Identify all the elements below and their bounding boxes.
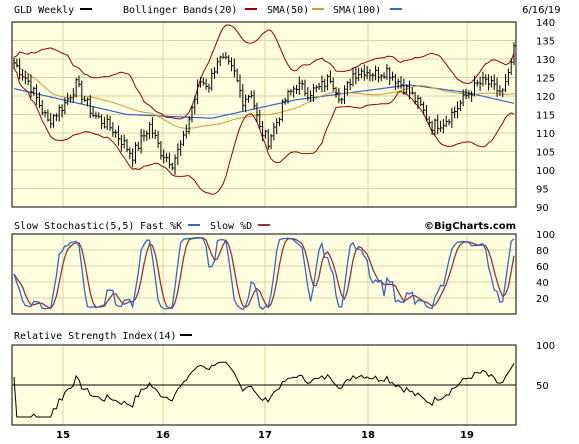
stochastic-gridlines: [12, 234, 516, 314]
y-tick-label: 125: [536, 74, 555, 85]
stochastic-panel: 20 40 60 80 100 Slow Stochastic(5,5) Fast %K…: [11, 221, 555, 315]
slow-d-legend-swatch: [258, 224, 270, 226]
rsi-line: [13, 361, 515, 418]
chart-date: 6/16/19: [522, 5, 561, 16]
x-tick-label: 15: [56, 430, 70, 441]
sma50-legend-swatch: [312, 8, 324, 10]
y-tick-label: 105: [536, 148, 555, 159]
rsi-y-axis: 50 100: [536, 341, 555, 392]
rsi-series: [12, 361, 516, 418]
fast-k-series: [13, 236, 515, 311]
fast-k-legend-label: Fast %K: [140, 221, 182, 232]
y-tick-label: 80: [536, 246, 549, 257]
y-tick-label: 95: [536, 185, 549, 196]
x-axis-labels: 15 16 17 18 19: [56, 430, 474, 441]
slow-d-legend-label: Slow %D: [210, 221, 252, 232]
price-y-axis: 90 95 100 105 110 115 120 125 130 135 140: [536, 18, 555, 214]
bollinger-band-series: [13, 24, 515, 195]
y-tick-label: 100: [536, 341, 555, 352]
y-tick-label: 100: [536, 166, 555, 177]
bollinger-legend-swatch: [245, 8, 257, 10]
sma100-legend-label: SMA(100): [333, 5, 381, 16]
bollinger-lower-line: [13, 68, 515, 195]
price-panel: 90 95 100 105 110 115 120 125 130 135 140 GLD Week…: [11, 5, 561, 214]
y-tick-label: 40: [536, 278, 549, 289]
y-tick-label: 20: [536, 294, 549, 305]
y-tick-label: 115: [536, 111, 555, 122]
rsi-frame: [11, 344, 517, 426]
y-tick-label: 100: [536, 230, 555, 241]
price-frame: [11, 21, 517, 208]
y-tick-label: 60: [536, 262, 549, 273]
stochastic-frame: [11, 233, 517, 315]
price-bars-series: [13, 42, 516, 175]
y-tick-label: 140: [536, 18, 555, 29]
sma50-series: [13, 62, 515, 129]
y-tick-label: 120: [536, 92, 555, 103]
y-tick-label: 50: [536, 381, 549, 392]
sma50-line: [13, 62, 515, 129]
y-tick-label: 90: [536, 203, 549, 214]
sma100-legend-swatch: [390, 8, 402, 10]
y-tick-label: 135: [536, 37, 555, 48]
y-tick-label: 130: [536, 55, 555, 66]
stochastic-title: Slow Stochastic(5,5): [14, 221, 134, 232]
ticker-label: GLD Weekly: [14, 5, 74, 16]
bigcharts-watermark: ©BigCharts.com: [424, 221, 516, 232]
y-tick-label: 110: [536, 129, 555, 140]
fast-k-line: [13, 236, 515, 311]
stochastic-y-axis: 20 40 60 80 100: [536, 230, 555, 305]
rsi-legend-swatch: [180, 334, 192, 336]
rsi-panel: 50 100 Relative Strength Index(14): [11, 331, 555, 426]
bollinger-legend-label: Bollinger Bands(20): [123, 5, 237, 16]
ticker-legend-swatch: [80, 8, 92, 10]
rsi-title: Relative Strength Index(14): [14, 331, 177, 342]
x-tick-label: 16: [156, 430, 170, 441]
sma50-legend-label: SMA(50): [267, 5, 309, 16]
x-tick-label: 17: [258, 430, 272, 441]
bollinger-upper-line: [13, 24, 515, 120]
x-tick-label: 19: [460, 430, 474, 441]
fast-k-legend-swatch: [188, 224, 200, 226]
x-tick-label: 18: [361, 430, 375, 441]
